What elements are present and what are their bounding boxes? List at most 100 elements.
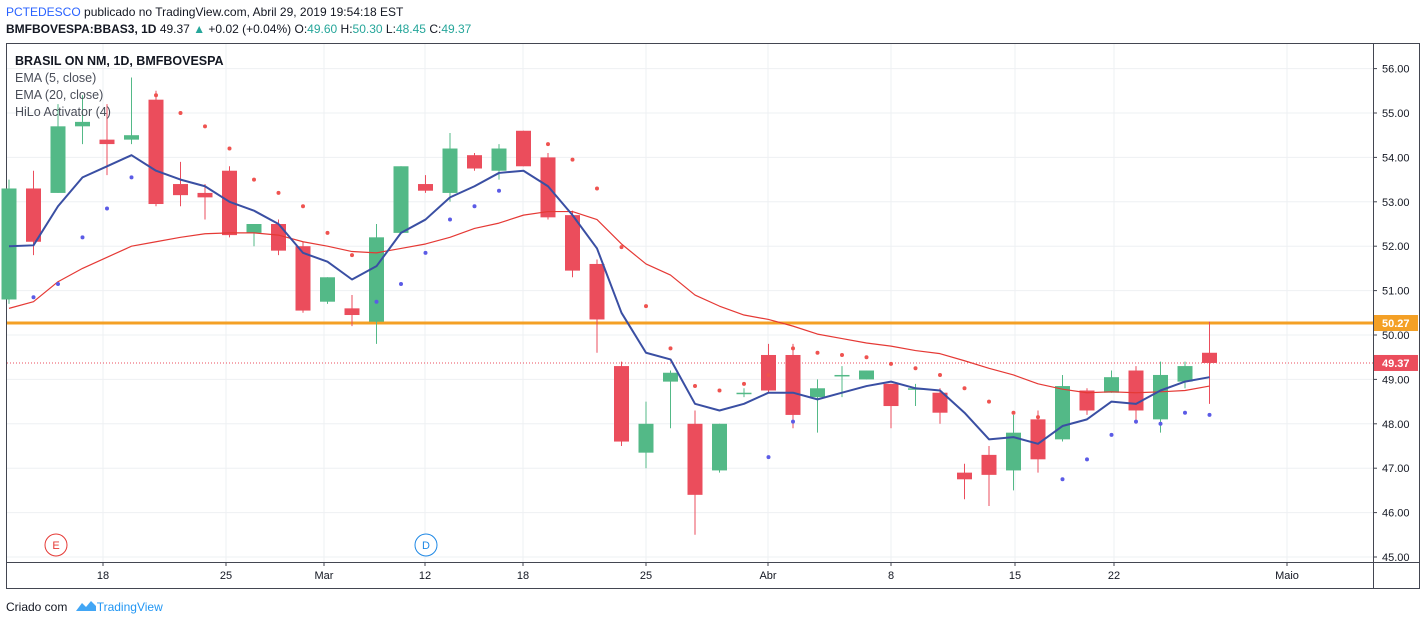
hilo-dot-high xyxy=(840,352,844,357)
hilo-dot-low xyxy=(56,281,60,286)
candle-body xyxy=(491,148,507,171)
y-tick-label: 53.00 xyxy=(1382,197,1410,209)
candle-body xyxy=(418,184,433,191)
candle-body xyxy=(148,99,164,205)
candle-body xyxy=(124,135,139,140)
candle-body xyxy=(1079,390,1095,411)
x-tick-label: 18 xyxy=(97,570,109,582)
x-tick-label: 15 xyxy=(1009,570,1021,582)
candle-body xyxy=(516,130,531,167)
hilo-dot-high xyxy=(913,366,918,371)
candle-body xyxy=(736,392,752,395)
symbol-label: BMFBOVESPA:BBAS3, 1D xyxy=(6,22,157,36)
legend-ema5[interactable]: EMA (5, close) xyxy=(15,71,97,85)
support-price-label: 50.27 xyxy=(1382,318,1410,330)
hilo-dot-high xyxy=(668,346,673,351)
hilo-dot-high xyxy=(1011,410,1016,415)
x-tick-label: Mar xyxy=(315,570,334,582)
candle-body xyxy=(75,121,90,127)
x-tick-label: Maio xyxy=(1275,570,1299,582)
y-tick-label: 56.00 xyxy=(1382,64,1410,76)
candle-body xyxy=(99,139,115,145)
hilo-dot-low xyxy=(448,217,452,222)
hilo-dot-high xyxy=(742,381,746,386)
hilo-dot-high xyxy=(595,186,599,191)
close-label: C: xyxy=(429,22,442,36)
candle-body xyxy=(222,170,237,236)
hilo-dot-low xyxy=(1183,410,1187,415)
hilo-dot-high xyxy=(276,190,281,195)
candle-body xyxy=(663,372,678,382)
hilo-dot-high xyxy=(644,304,648,309)
hilo-dot-high xyxy=(864,355,869,360)
hilo-dot-high xyxy=(570,157,575,162)
hilo-dot-high xyxy=(546,142,550,147)
publish-text: publicado no TradingView.com, Abril 29, … xyxy=(80,5,404,19)
chart-frame xyxy=(6,43,1420,589)
symbol-quote: BMFBOVESPA:BBAS3, 1D 49.37 ▲ +0.02 (+0.0… xyxy=(6,22,471,36)
event-marker xyxy=(414,533,438,557)
legend-title: BRASIL ON NM, 1D, BMFBOVESPA xyxy=(15,54,224,68)
hilo-dot-low xyxy=(472,204,477,209)
hilo-dot-low xyxy=(1060,477,1065,482)
candle-body xyxy=(957,472,972,480)
event-marker-label: E xyxy=(52,540,59,552)
last-price-label: 49.37 xyxy=(1382,358,1410,370)
legend-hilo[interactable]: HiLo Activator (4) xyxy=(15,105,111,119)
y-tick-label: 52.00 xyxy=(1382,241,1410,253)
hilo-dot-high xyxy=(987,399,991,404)
hilo-dot-low xyxy=(1158,421,1163,426)
candle-body xyxy=(271,224,286,251)
candle-body xyxy=(26,188,41,242)
low-value: 48.45 xyxy=(395,22,426,36)
y-tick-label: 47.00 xyxy=(1382,463,1410,475)
candle-body xyxy=(1177,366,1193,382)
candle-body xyxy=(1030,419,1046,460)
hilo-dot-low xyxy=(80,235,85,240)
event-marker-label: D xyxy=(422,540,430,552)
candle-body xyxy=(1128,370,1144,411)
open-value: 49.60 xyxy=(307,22,338,36)
candle-body xyxy=(1055,386,1070,440)
y-tick-label: 55.00 xyxy=(1382,108,1410,120)
hilo-dot-high xyxy=(203,124,207,129)
candle-body xyxy=(246,224,262,233)
hilo-dot-low xyxy=(129,175,134,180)
up-arrow-icon: ▲ xyxy=(193,22,206,36)
candle-body xyxy=(50,126,66,193)
candle-body xyxy=(295,246,311,311)
hilo-dot-low xyxy=(1109,432,1114,437)
candle-body xyxy=(1,188,17,300)
open-label: O: xyxy=(294,22,308,36)
hilo-dot-high xyxy=(154,93,158,98)
tradingview-link[interactable]: TradingView xyxy=(96,600,163,614)
low-label: L: xyxy=(385,22,396,36)
hilo-dot-low xyxy=(497,188,501,193)
hilo-dot-low xyxy=(1085,457,1089,462)
event-marker xyxy=(44,533,68,557)
candle-body xyxy=(197,192,213,198)
hilo-dot-high xyxy=(619,245,624,250)
candle-body xyxy=(467,155,482,169)
candle-body xyxy=(1202,352,1217,363)
hilo-dot-low xyxy=(423,250,428,255)
tradingview-logo-icon xyxy=(75,601,96,611)
hilo-dot-low xyxy=(766,455,771,460)
hilo-dot-low xyxy=(791,419,795,424)
y-tick-label: 49.00 xyxy=(1382,374,1410,386)
y-tick-label: 45.00 xyxy=(1382,552,1410,564)
x-tick-label: 25 xyxy=(220,570,232,582)
candle-body xyxy=(1153,374,1168,420)
hilo-dot-high xyxy=(350,253,354,258)
y-tick-label: 46.00 xyxy=(1382,508,1410,520)
candle-body xyxy=(859,370,874,380)
ema20-line xyxy=(8,210,1210,394)
created-with-text: Criado com xyxy=(6,600,68,614)
hilo-dot-high xyxy=(301,204,305,209)
legend-ema20[interactable]: EMA (20, close) xyxy=(15,88,104,102)
author-link[interactable]: PCTEDESCO xyxy=(6,5,81,19)
hilo-dot-high xyxy=(325,230,330,235)
hilo-dot-high xyxy=(227,146,232,151)
candle-body xyxy=(369,237,384,322)
